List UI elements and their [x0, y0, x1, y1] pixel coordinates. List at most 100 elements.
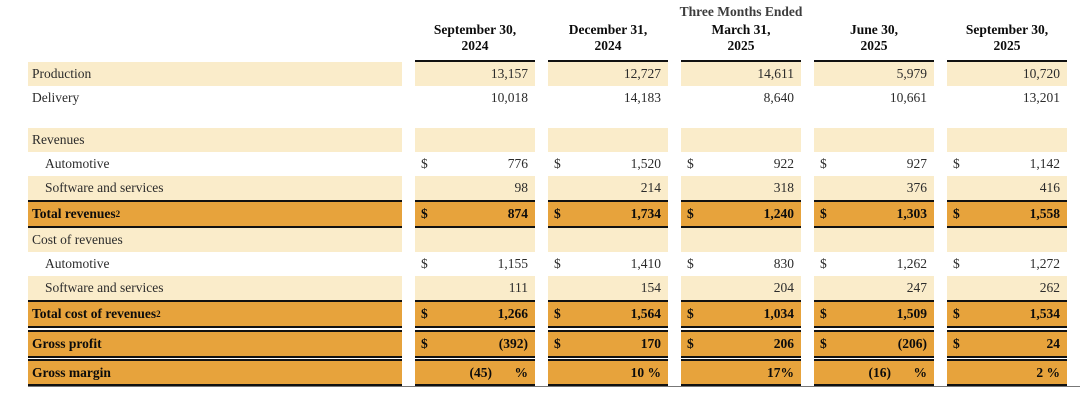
value-cell: 111	[415, 276, 535, 300]
value-cell: $1,262	[814, 252, 934, 276]
value-cell	[681, 228, 801, 252]
value-cell: $1,558	[947, 200, 1067, 228]
cell-value: 1,272	[1029, 256, 1060, 271]
value-cell: $1,266	[415, 300, 535, 328]
row-label: Gross margin	[28, 359, 402, 386]
value-cell: $ (392)	[415, 329, 535, 358]
cell-value: 170	[640, 335, 661, 351]
value-cell: 10,720	[947, 62, 1067, 86]
row-delivery: Delivery 10,018 14,183 8,640 10,661 13,201	[28, 86, 1080, 110]
value-cell	[415, 128, 535, 152]
value-cell	[947, 228, 1067, 252]
header-label-spacer	[28, 22, 402, 62]
value-cell	[681, 110, 801, 128]
column-header-line1: June 30,	[849, 22, 898, 37]
cell-value: 1,558	[1029, 206, 1060, 221]
cell-value: 1,509	[896, 306, 927, 321]
dollar-sign: $	[687, 156, 694, 171]
column-header-line2: 2025	[993, 38, 1021, 53]
margin-value: 17%	[767, 364, 794, 380]
row-label-text: Automotive	[45, 256, 110, 271]
cell-value: 206	[773, 335, 794, 351]
table-body: Production 13,157 12,727 14,611 5,979 10,720 D…	[0, 62, 1080, 387]
dollar-sign: $	[953, 206, 960, 221]
value-cell: $206	[681, 329, 801, 358]
cell-value: 24	[1046, 335, 1061, 351]
row-label-text: Software and services	[45, 280, 164, 295]
column-header-line2: 2025	[860, 38, 888, 53]
cell-value: 14,183	[623, 90, 661, 105]
row-label: Delivery	[28, 86, 402, 110]
dollar-sign: $	[554, 156, 561, 171]
cell-value: 1,303	[896, 206, 927, 221]
value-cell: $1,734	[548, 200, 668, 228]
value-cell: $927	[814, 152, 934, 176]
dollar-sign: $	[421, 306, 428, 321]
value-cell	[681, 128, 801, 152]
cell-value: 204	[773, 280, 794, 295]
value-cell: 10,018	[415, 86, 535, 110]
cell-value: 111	[508, 280, 528, 295]
row-label	[28, 110, 402, 128]
row-label: Total cost of revenues 2	[28, 300, 402, 328]
dollar-sign: $	[687, 306, 694, 321]
dollar-sign: $	[421, 156, 428, 171]
column-header-line2: 2025	[727, 38, 755, 53]
value-cell: 376	[814, 176, 934, 200]
margin-value: 2 %	[1036, 364, 1060, 380]
row-total-cost-of-revenues: Total cost of revenues 2 $1,266 $1,564 $1,03…	[28, 300, 1080, 328]
row-label-text: Total cost of revenues	[32, 306, 157, 321]
cell-value: 830	[773, 256, 794, 271]
cell-value: 1,734	[630, 206, 661, 221]
table-title: Three Months Ended	[679, 4, 803, 19]
row-gross-profit: Gross profit $ (392) $170 $206 $ (206) $24	[28, 329, 1080, 358]
value-cell: $830	[681, 252, 801, 276]
row-label-text: Software and services	[45, 180, 164, 195]
value-cell: $1,142	[947, 152, 1067, 176]
cell-value: 1,240	[763, 206, 794, 221]
row-software-and-services: Software and services 111 154 204 247 262	[28, 276, 1080, 300]
row-label: Gross profit	[28, 329, 402, 358]
row-label-text: Revenues	[32, 132, 85, 147]
value-cell	[415, 110, 535, 128]
column-header-september-30-2025: September 30, 2025	[947, 22, 1067, 62]
value-cell: 2 %	[947, 359, 1067, 386]
row-label: Automotive	[28, 252, 402, 276]
dollar-sign: $	[554, 335, 561, 351]
cell-value: 776	[507, 156, 528, 171]
value-cell: 12,727	[548, 62, 668, 86]
column-header-line2: 2024	[594, 38, 622, 53]
value-cell: 8,640	[681, 86, 801, 110]
value-cell	[548, 128, 668, 152]
row-label-text: Gross margin	[32, 364, 111, 380]
cell-value: 262	[1039, 280, 1060, 295]
column-header-line2: 2024	[461, 38, 489, 53]
row-label: Cost of revenues	[28, 228, 402, 252]
value-cell: $922	[681, 152, 801, 176]
value-cell	[415, 228, 535, 252]
cell-value: 1,410	[630, 256, 661, 271]
column-header-june-30-2025: June 30, 2025	[814, 22, 934, 62]
value-cell: $1,303	[814, 200, 934, 228]
value-cell: 5,979	[814, 62, 934, 86]
percent-sign: %	[913, 364, 928, 380]
value-cell: 13,157	[415, 62, 535, 86]
dollar-sign: $	[687, 256, 694, 271]
row-label-text: Production	[32, 66, 92, 81]
cell-value: 922	[773, 156, 794, 171]
dollar-sign: $	[820, 156, 827, 171]
value-cell: 247	[814, 276, 934, 300]
row-label: Revenues	[28, 128, 402, 152]
value-cell: $1,272	[947, 252, 1067, 276]
cell-value: 10,720	[1022, 66, 1060, 81]
value-cell	[814, 228, 934, 252]
value-cell	[814, 110, 934, 128]
value-cell: 154	[548, 276, 668, 300]
row-label-text: Automotive	[45, 156, 110, 171]
row-automotive: Automotive $776 $1,520 $922 $927 $1,142	[28, 152, 1080, 176]
cell-value: 214	[640, 180, 661, 195]
value-cell	[548, 228, 668, 252]
value-cell: $1,410	[548, 252, 668, 276]
column-header-line1: March 31,	[711, 22, 771, 37]
row-label-text: Delivery	[32, 90, 80, 105]
